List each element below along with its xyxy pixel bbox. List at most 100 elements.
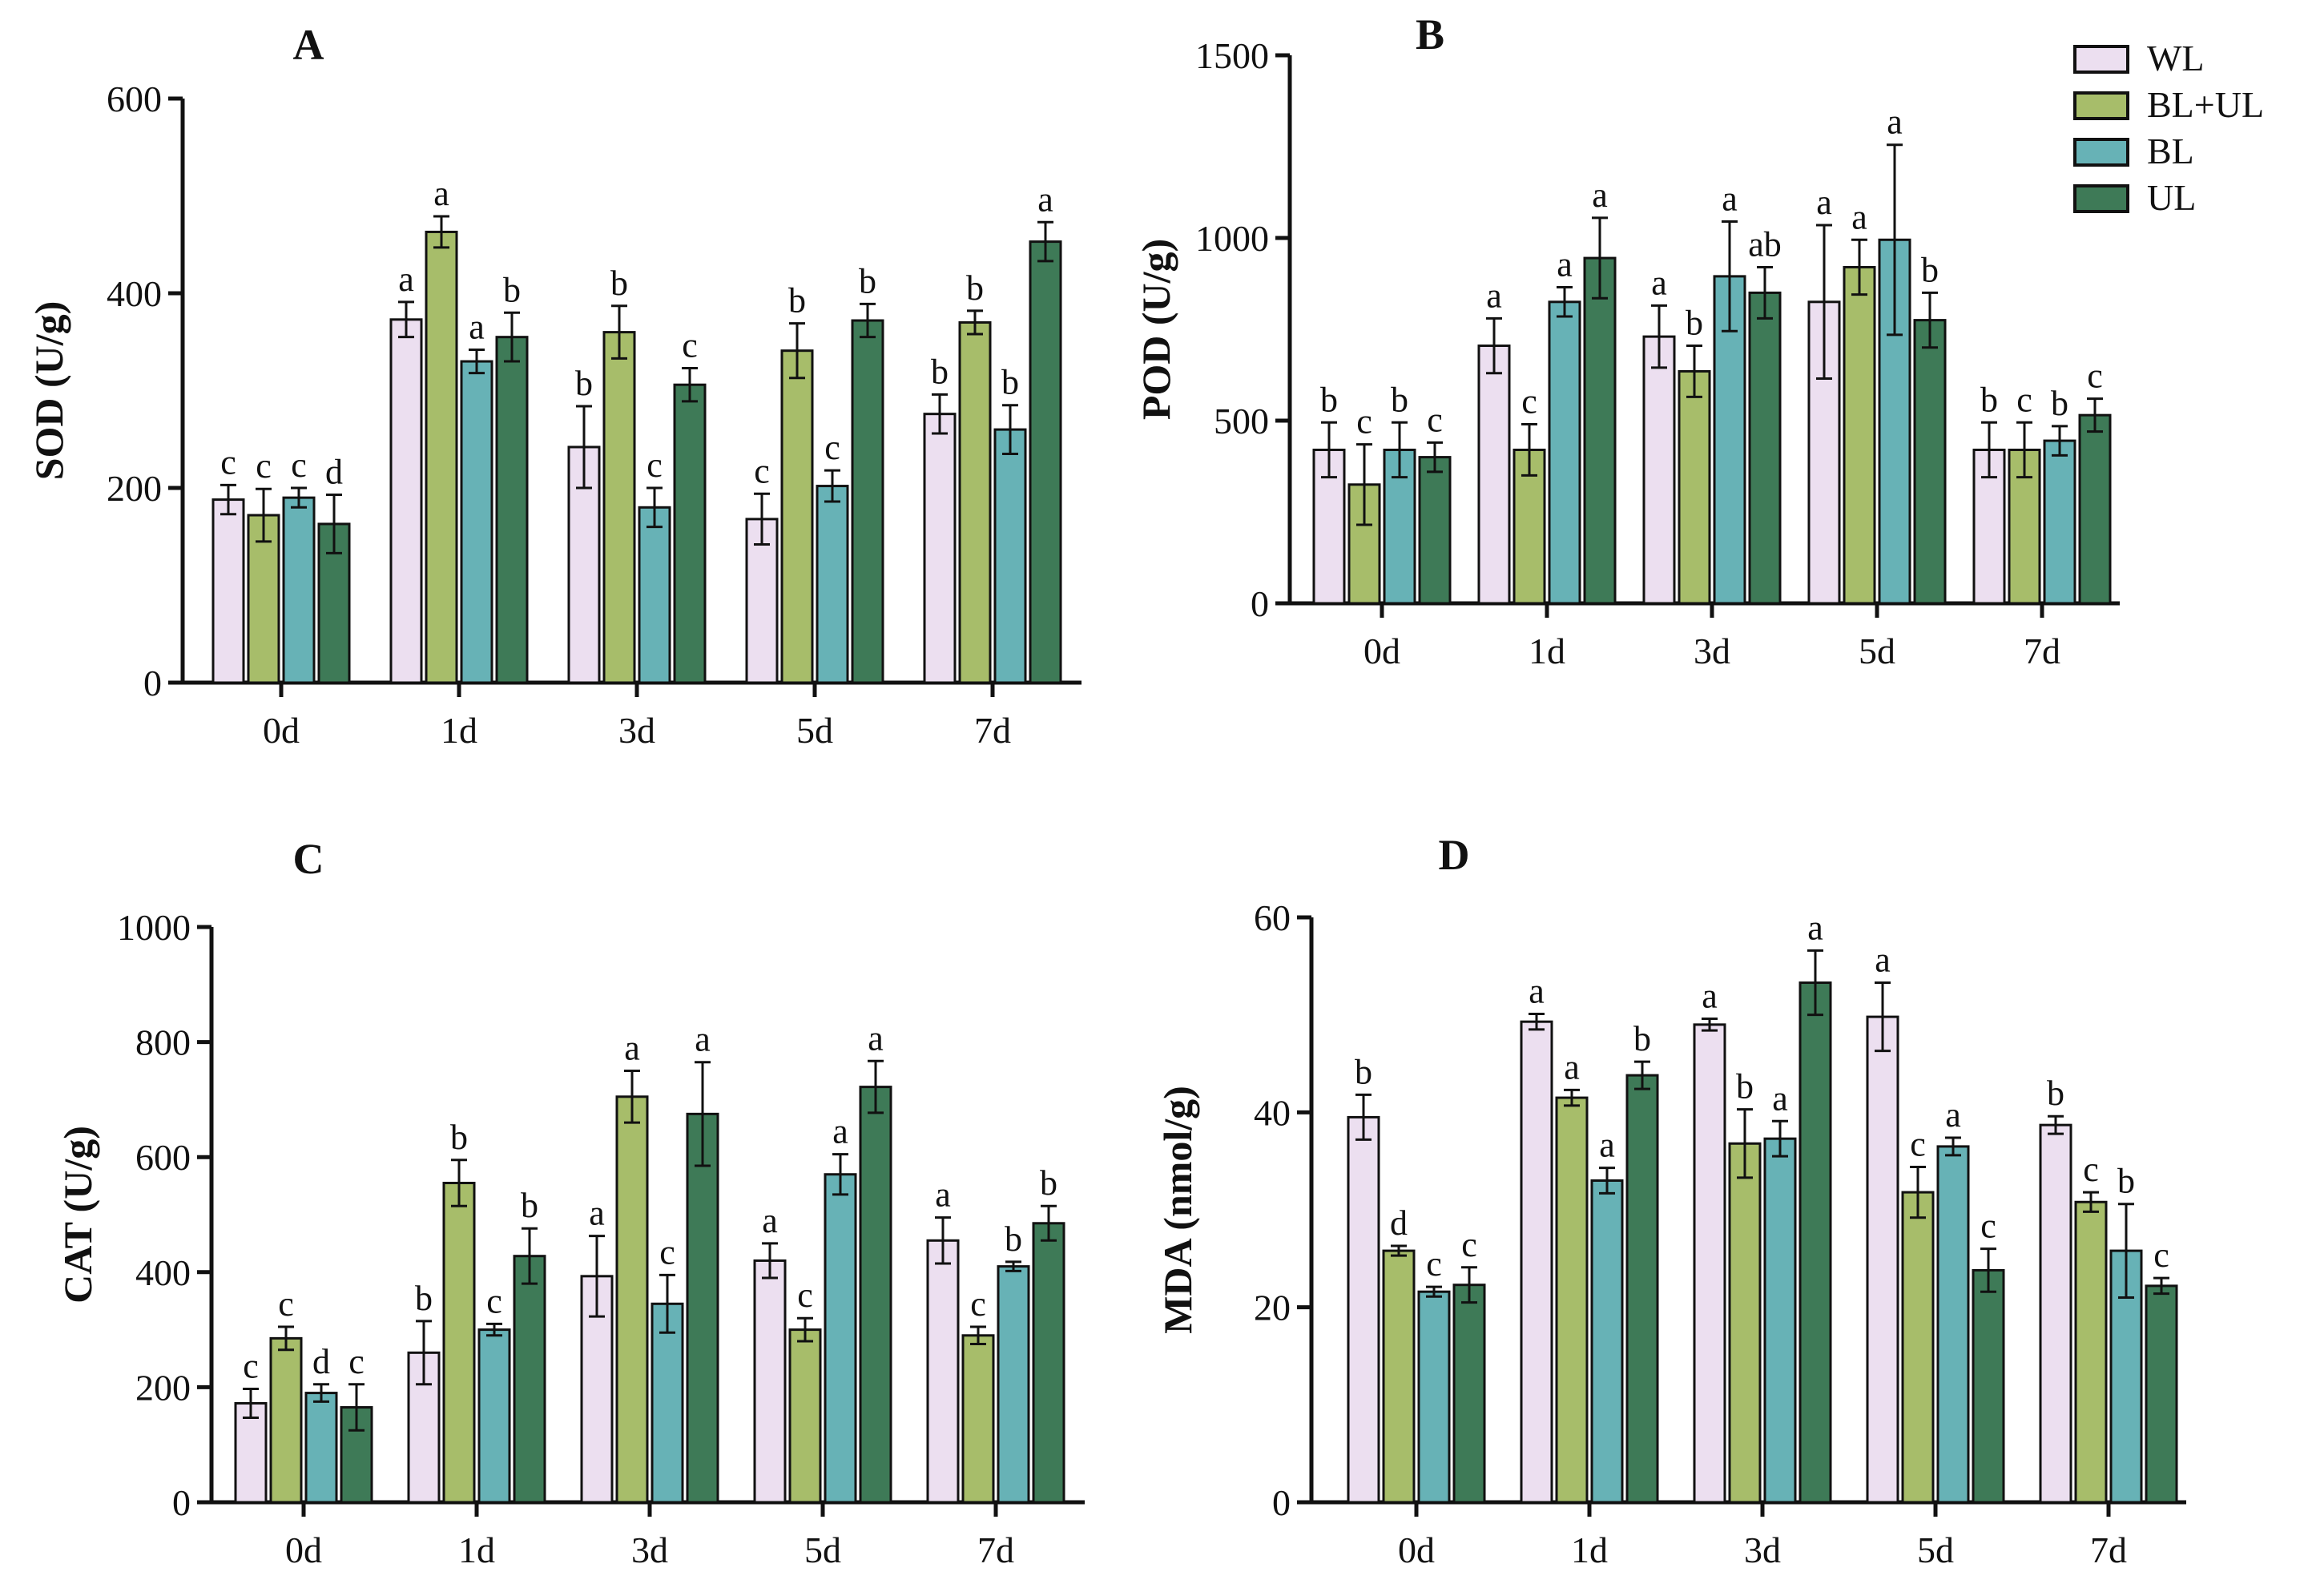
bar-bl-ul-5d (1843, 265, 1876, 605)
significance-label: a (1887, 103, 1903, 142)
significance-label: a (1557, 245, 1573, 284)
significance-label: a (1564, 1047, 1580, 1086)
significance-label: a (1772, 1078, 1788, 1118)
bar-bl-1d (477, 1328, 511, 1504)
bar-bl-ul-3d (615, 1095, 649, 1504)
bar-wl-7d (926, 1239, 960, 1504)
significance-label: c (1427, 400, 1443, 439)
bar-ul-1d (1583, 256, 1617, 605)
bar-ul-3d (673, 383, 707, 684)
significance-label: c (797, 1276, 813, 1315)
significance-label: a (624, 1029, 640, 1068)
bar-wl-5d (1866, 1015, 1899, 1504)
significance-label: c (1980, 1207, 1996, 1246)
legend-label: WL (2147, 38, 2205, 79)
bar-bl-ul-0d (1382, 1249, 1416, 1504)
significance-label: c (220, 442, 236, 482)
significance-label: a (1816, 183, 1832, 222)
significance-label: b (931, 352, 949, 391)
significance-label: b (1736, 1067, 1754, 1106)
bar-bl-ul-0d (269, 1336, 303, 1504)
significance-label: c (1521, 382, 1537, 421)
bar-wl-5d (753, 1259, 787, 1504)
bar-bl-ul-5d (1901, 1191, 1935, 1504)
y-tick-label: 0 (172, 1482, 191, 1523)
significance-label: b (966, 268, 984, 308)
significance-label: a (832, 1112, 848, 1151)
bar-bl-1d (1548, 300, 1581, 605)
y-tick-label: 400 (107, 273, 162, 314)
x-category-label: 7d (2090, 1530, 2127, 1570)
significance-label: a (1599, 1126, 1615, 1165)
y-tick-label: 800 (135, 1022, 191, 1063)
significance-label: d (312, 1342, 330, 1381)
legend-swatch (2073, 138, 2129, 167)
significance-label: c (682, 326, 698, 365)
significance-label: b (2051, 384, 2068, 423)
significance-label: b (415, 1279, 433, 1318)
bar-bl-0d (1383, 448, 1416, 605)
significance-label: c (256, 446, 272, 486)
x-category-label: 3d (618, 710, 655, 751)
bar-bl-0d (304, 1392, 338, 1504)
y-tick-label: 200 (107, 468, 162, 509)
x-category-label: 0d (285, 1530, 322, 1570)
y-axis-title: MDA (nmol/g) (1155, 1086, 1200, 1334)
x-category-label: 7d (974, 710, 1011, 751)
legend-label: BL (2147, 131, 2194, 171)
bar-wl-0d (211, 498, 245, 684)
significance-label: c (291, 445, 307, 485)
bar-wl-1d (1477, 345, 1511, 605)
panel-letter-b: B (1416, 10, 1444, 58)
significance-label: a (1592, 175, 1608, 215)
bar-bl-5d (1936, 1145, 1970, 1504)
bar-bl-7d (993, 428, 1027, 684)
bar-ul-3d (1798, 981, 1832, 1504)
significance-label: a (1945, 1095, 1961, 1135)
bar-ul-3d (686, 1112, 719, 1504)
legend-swatch (2073, 184, 2129, 213)
significance-label: a (589, 1194, 605, 1233)
bar-wl-7d (923, 413, 957, 684)
bar-bl-ul-1d (1555, 1096, 1589, 1504)
significance-label: a (935, 1175, 951, 1215)
bar-bl-ul-3d (1678, 369, 1711, 605)
x-category-label: 1d (1529, 631, 1565, 671)
x-category-label: 3d (631, 1530, 668, 1570)
bar-bl-ul-3d (602, 331, 636, 684)
significance-label: b (2117, 1162, 2135, 1201)
significance-label: c (659, 1232, 675, 1272)
x-category-label: 3d (1744, 1530, 1781, 1570)
panel-letter-c: C (293, 835, 324, 883)
y-axis-title: SOD (U/g) (26, 301, 71, 481)
bar-bl-ul-1d (425, 230, 458, 684)
bar-wl-0d (234, 1402, 268, 1504)
bar-wl-3d (1642, 335, 1676, 605)
significance-label: a (762, 1201, 778, 1240)
bar-bl-0d (282, 496, 316, 684)
significance-label: b (450, 1118, 468, 1157)
bar-ul-1d (513, 1255, 546, 1504)
bar-ul-1d (495, 336, 529, 684)
legend-swatch (2073, 45, 2129, 74)
legend-label: UL (2147, 177, 2196, 218)
significance-label: a (1651, 263, 1667, 302)
bar-bl-ul-7d (958, 320, 992, 684)
significance-label: c (1461, 1225, 1477, 1264)
bar-bl-ul-1d (442, 1182, 476, 1504)
significance-label: b (1686, 304, 1703, 343)
x-category-label: 0d (263, 710, 300, 751)
bar-ul-5d (859, 1086, 892, 1504)
bar-wl-0d (1347, 1115, 1380, 1504)
significance-label: c (348, 1342, 365, 1381)
significance-label: a (868, 1018, 884, 1058)
bar-wl-5d (745, 518, 779, 684)
significance-label: a (695, 1020, 711, 1059)
bar-bl-0d (1417, 1290, 1451, 1504)
y-tick-label: 20 (1254, 1288, 1291, 1328)
significance-label: b (1391, 380, 1408, 419)
significance-label: c (754, 451, 770, 490)
